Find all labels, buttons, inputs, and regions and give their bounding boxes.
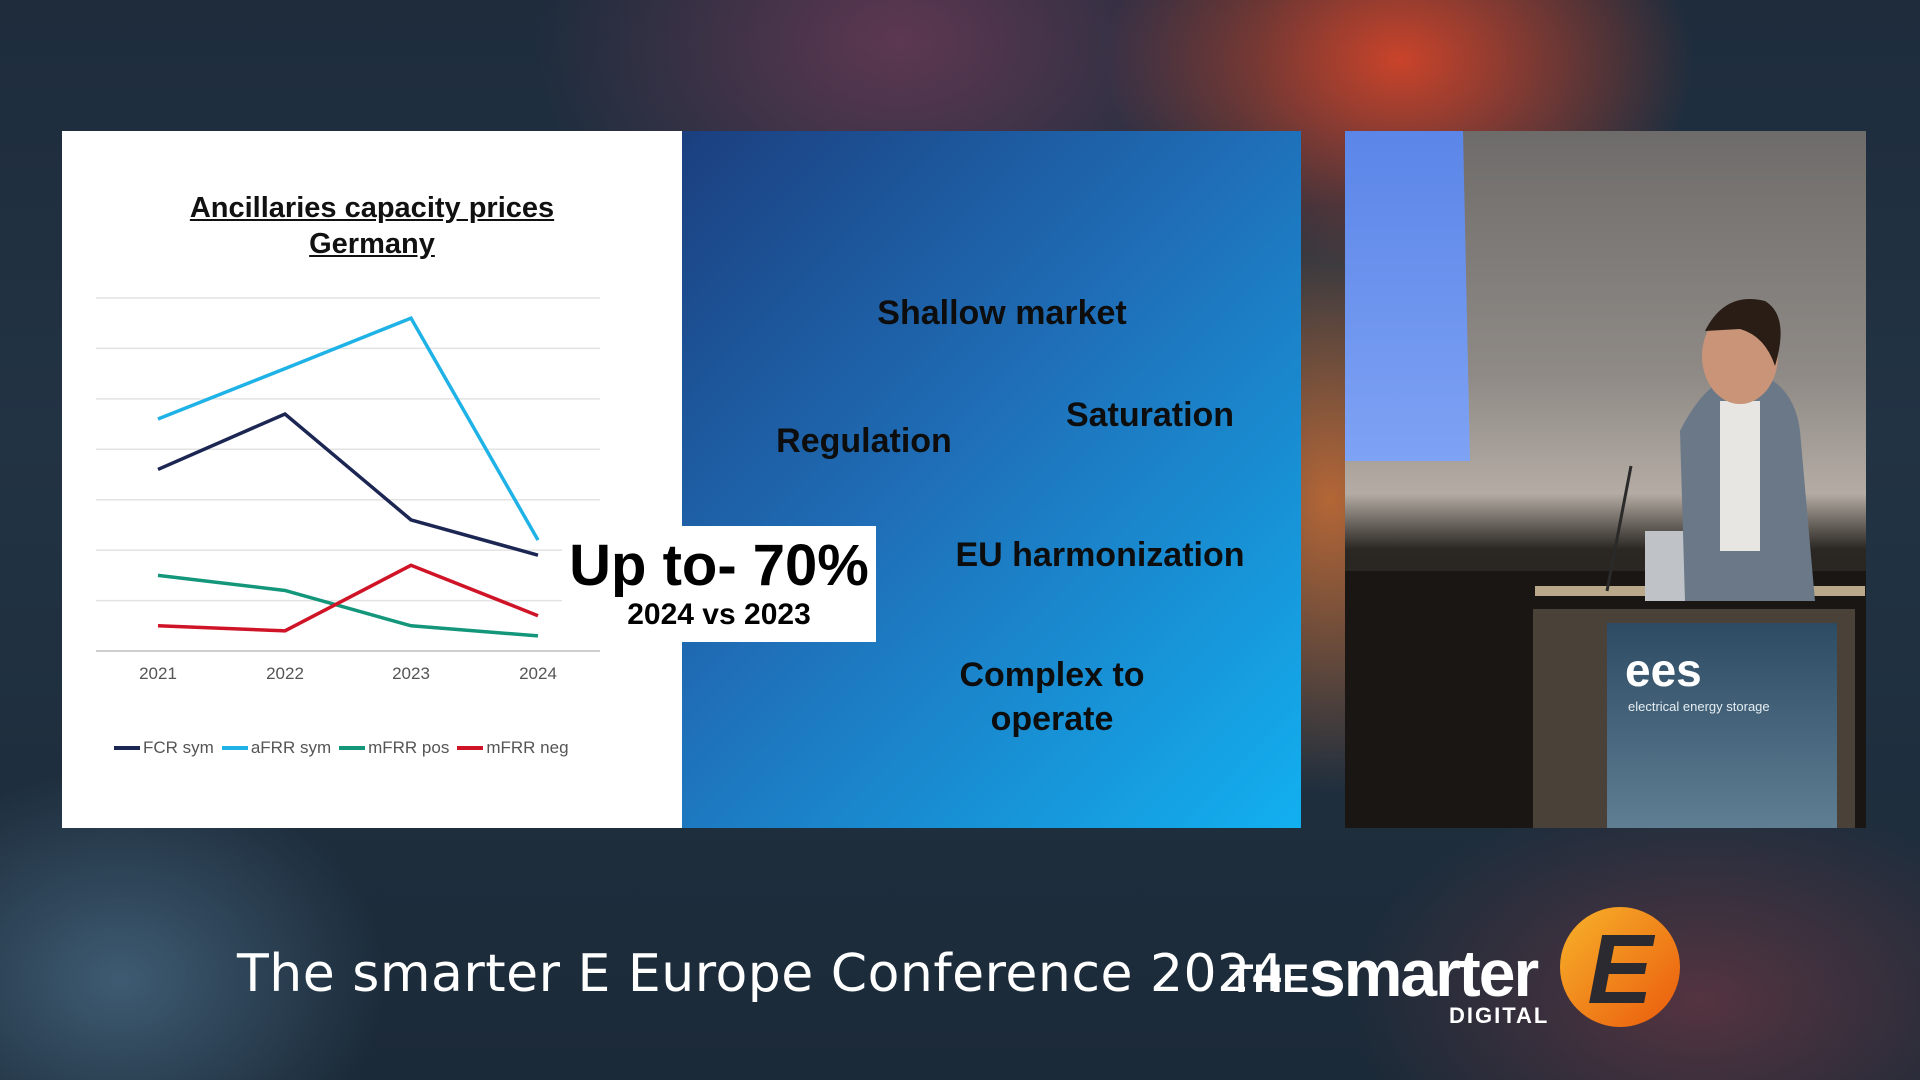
- legend-label: FCR sym: [143, 738, 214, 757]
- projection-screen: [1345, 131, 1470, 461]
- line-chart: 2021 2022 2023 2024: [96, 297, 600, 683]
- keyword-eu-harmonization: EU harmonization: [955, 536, 1245, 574]
- speaker-scene: ees electrical energy storage: [1345, 131, 1866, 828]
- legend-label: mFRR neg: [486, 738, 569, 757]
- legend-label: aFRR sym: [250, 738, 332, 757]
- legend-swatch: [114, 746, 140, 750]
- podium-panel: [1607, 623, 1837, 828]
- slide-keywords-panel: Shallow market Saturation Regulation EU …: [682, 131, 1301, 828]
- chart-title: Ancillaries capacity prices Germany: [62, 190, 682, 262]
- keyword-complex-line-1: Complex to: [959, 656, 1145, 694]
- keyword-saturation: Saturation: [1065, 396, 1235, 434]
- legend-item: aFRR sym: [221, 738, 332, 758]
- keyword-regulation: Regulation: [776, 422, 952, 460]
- logo-e-icon: E: [1560, 907, 1680, 1027]
- legend-swatch: [339, 746, 366, 750]
- slide-chart-panel: Ancillaries capacity prices Germany 2021…: [62, 131, 682, 828]
- logo-digital: DIGITAL: [1449, 1003, 1550, 1028]
- legend-item: mFRR neg: [457, 738, 569, 758]
- speaker-hair: [1705, 299, 1781, 366]
- podium-logo-text: ees: [1625, 644, 1702, 696]
- microphone: [1605, 465, 1633, 592]
- legend-swatch: [221, 746, 248, 750]
- series-line-mfrr-neg: [157, 563, 539, 633]
- conference-title: The smarter E Europe Conference 2024: [237, 944, 1285, 1004]
- chart-title-line-2: Germany: [309, 228, 435, 260]
- legend-item: mFRR pos: [339, 738, 449, 758]
- x-tick-label: 2021: [139, 664, 177, 683]
- speaker-shirt: [1720, 401, 1760, 551]
- keyword-shallow-market: Shallow market: [877, 294, 1127, 332]
- series-line-fcr-sym: [157, 411, 539, 557]
- callout-percentage: Up to- 70%: [569, 533, 869, 598]
- series-line-mfrr-pos: [157, 573, 539, 638]
- callout-comparison: 2024 vs 2023: [627, 598, 811, 631]
- reduction-callout: Up to- 70% 2024 vs 2023: [562, 526, 876, 642]
- chart-title-line-1: Ancillaries capacity prices: [189, 192, 555, 224]
- x-tick-label: 2024: [519, 664, 557, 683]
- legend-label: mFRR pos: [368, 738, 450, 757]
- series-line-afrr-sym: [157, 315, 540, 541]
- keyword-complex-line-2: operate: [990, 700, 1114, 738]
- x-tick-label: 2023: [392, 664, 430, 683]
- keyword-complex-to-operate: Complex to operate: [922, 653, 1182, 741]
- logo-smarter: smarter: [1309, 936, 1539, 1010]
- smarter-e-digital-logo: THE smarter DIGITAL E: [1225, 905, 1695, 1035]
- speaker-video-feed: ees electrical energy storage: [1345, 131, 1866, 828]
- chart-legend: FCR sym aFRR sym mFRR pos mFRR neg: [114, 738, 569, 758]
- legend-item: FCR sym: [114, 738, 214, 758]
- legend-swatch: [457, 746, 484, 750]
- logo-e-letter: E: [1587, 914, 1655, 1024]
- x-tick-label: 2022: [266, 664, 304, 683]
- logo-the: THE: [1229, 957, 1309, 1001]
- podium-logo-sub: electrical energy storage: [1628, 699, 1770, 714]
